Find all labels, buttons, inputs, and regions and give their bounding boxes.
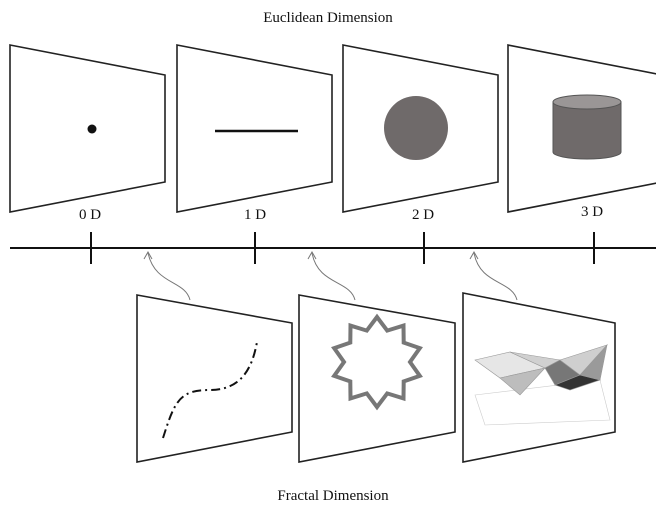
axis <box>10 232 656 264</box>
dim-label: 3 D <box>581 204 603 220</box>
arrows <box>144 252 517 300</box>
diagram: Euclidean Dimension 0 D 1 D 2 D 3 D <box>0 0 656 508</box>
dim-label: 2 D <box>412 207 434 223</box>
cylinder <box>553 95 621 159</box>
disk <box>384 96 448 160</box>
title-fractal: Fractal Dimension <box>277 488 389 504</box>
dim-label: 1 D <box>244 207 266 223</box>
point <box>88 125 97 134</box>
title-euclidean: Euclidean Dimension <box>263 10 393 26</box>
panel-0d <box>10 45 165 212</box>
panel-fractal-curve <box>137 295 292 462</box>
dim-label: 0 D <box>79 207 101 223</box>
panel-1d <box>177 45 332 212</box>
